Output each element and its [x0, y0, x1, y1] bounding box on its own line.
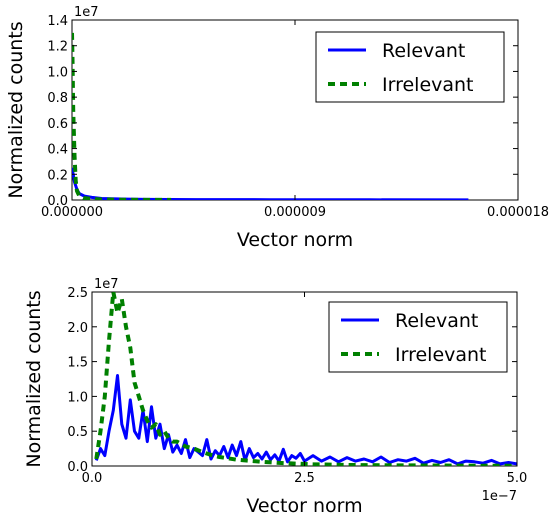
- y-tick-label: 0.0: [67, 460, 88, 475]
- x-tick-label: 2.5: [294, 471, 315, 486]
- y-tick-label: 2.0: [67, 321, 88, 336]
- y-tick-label: 0.0: [47, 194, 68, 209]
- y-axis-label: Normalized counts: [5, 21, 27, 198]
- legend-box: [315, 31, 505, 103]
- y-tick-label: 1.5: [67, 356, 88, 371]
- legend-label-irrelevant: Irrelevant: [382, 74, 474, 96]
- x-tick-label: 0.000009: [264, 205, 326, 220]
- y-tick-label: 0.2: [47, 168, 68, 183]
- x-axis-label: Vector norm: [246, 495, 362, 517]
- x-tick-label: 5.0: [507, 471, 528, 486]
- legend-label-irrelevant: Irrelevant: [395, 344, 487, 366]
- x-axis-label: Vector norm: [237, 229, 353, 251]
- series-line-relevant: [72, 167, 469, 200]
- legend-box: [328, 301, 508, 373]
- series-line-irrelevant: [94, 292, 517, 466]
- legend-label-relevant: Relevant: [382, 40, 465, 62]
- y-tick-label: 1.4: [47, 14, 68, 29]
- y-tick-label: 1.0: [67, 390, 88, 405]
- chart-top: 0.000000 0.000009 0.000018 0.0 0.2 0.4 0.6 0.8 1…: [5, 5, 549, 251]
- y-tick-label: 1.2: [47, 40, 68, 55]
- y-tick-label: 2.5: [67, 286, 88, 301]
- x-tick-label: 0.000000: [41, 205, 103, 220]
- x-tick-label: 0.0: [82, 471, 103, 486]
- x-tick-label: 0.000018: [487, 205, 549, 220]
- y-offset-text: 1e7: [74, 5, 99, 20]
- y-axis-label: Normalized counts: [23, 290, 45, 467]
- y-offset-text: 1e7: [94, 277, 119, 292]
- y-tick-label: 1.0: [47, 65, 68, 80]
- series-line-irrelevant: [72, 32, 172, 200]
- legend-label-relevant: Relevant: [395, 310, 478, 332]
- y-tick-label: 0.8: [47, 91, 68, 106]
- chart-bottom: 0.0 2.5 5.0 0.0 0.5 1.0 1.5 2.0 2.5 1e7 1e−7 Vector…: [23, 277, 527, 517]
- y-tick-label: 0.5: [67, 425, 88, 440]
- x-offset-text: 1e−7: [482, 489, 517, 504]
- series-line-relevant: [94, 374, 517, 466]
- y-tick-label: 0.6: [47, 117, 68, 132]
- y-tick-label: 0.4: [47, 143, 68, 158]
